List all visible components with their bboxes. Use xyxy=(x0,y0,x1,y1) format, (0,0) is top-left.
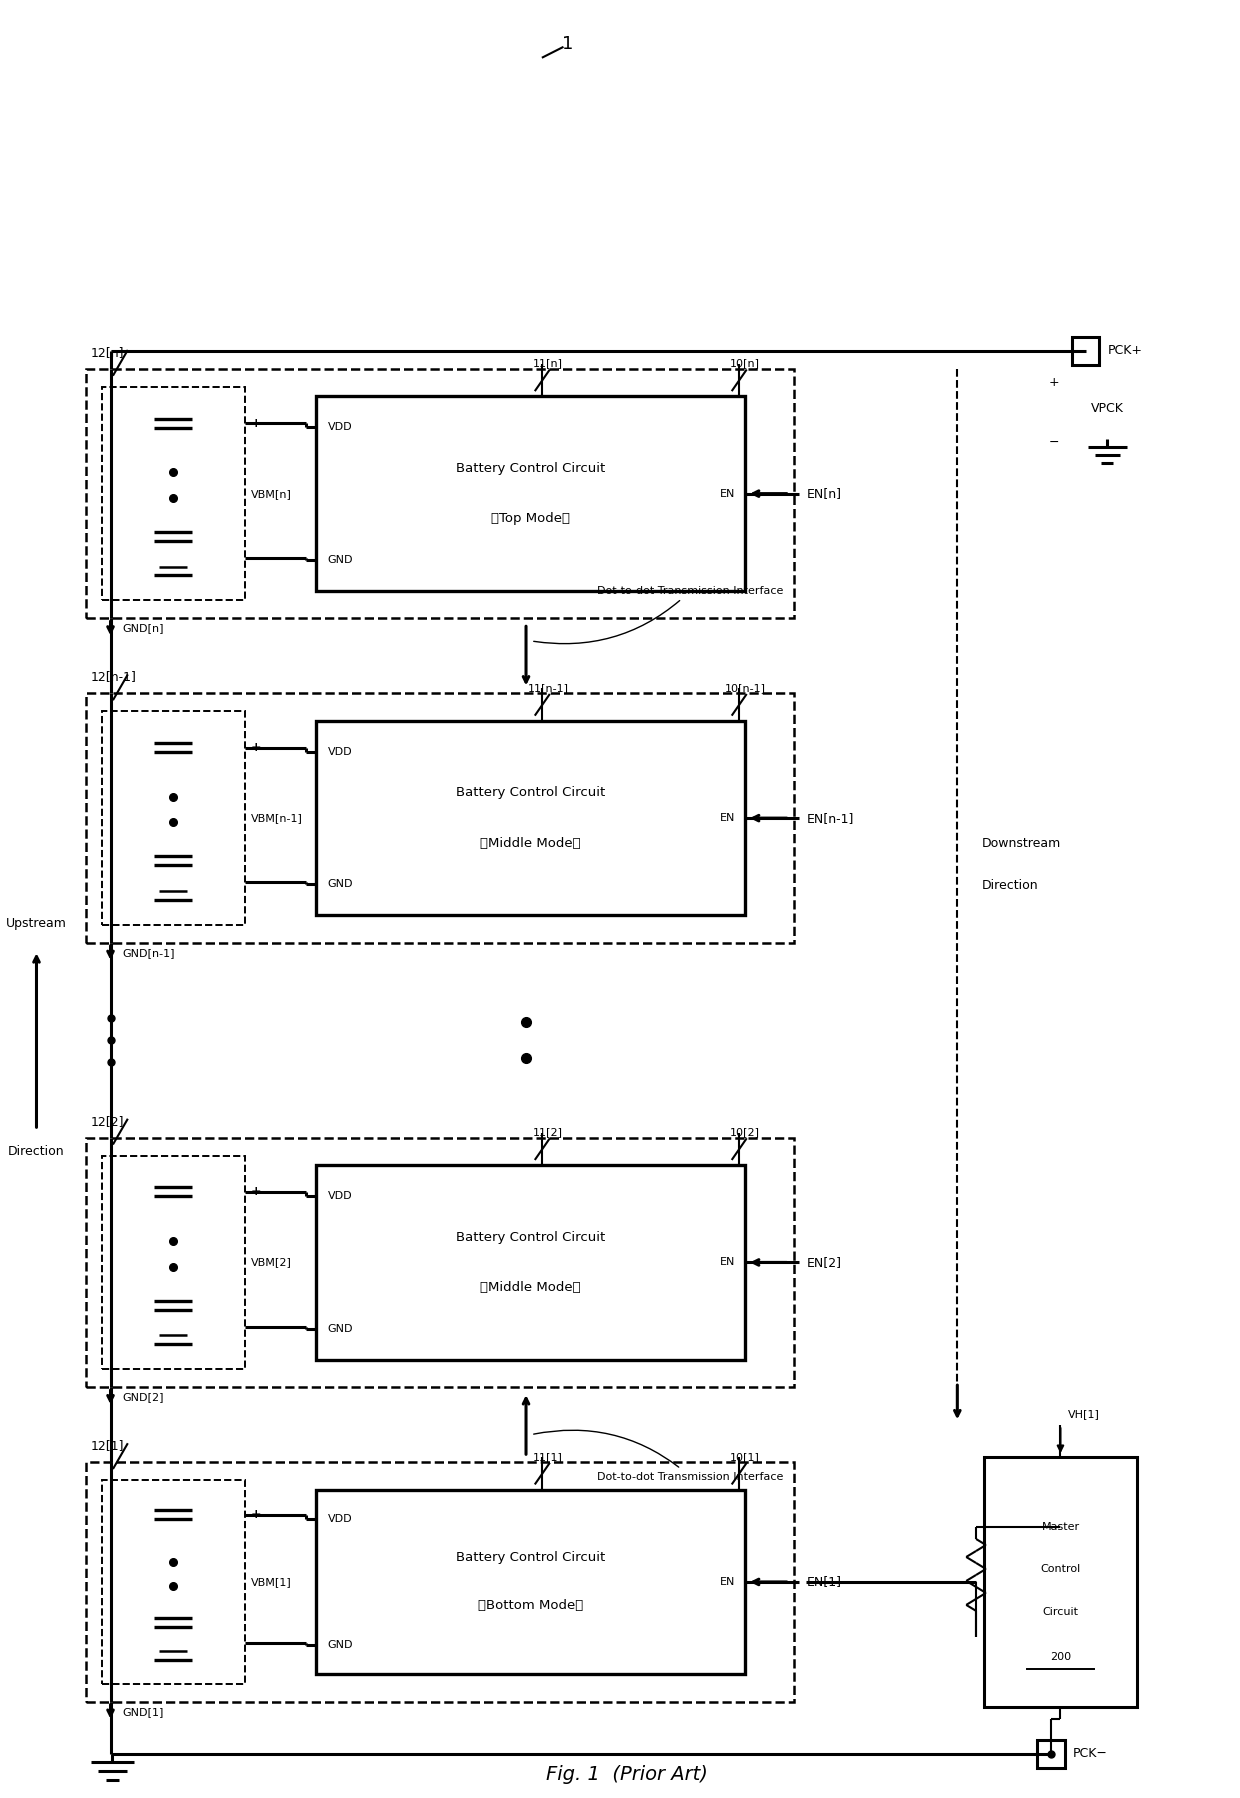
Text: GND: GND xyxy=(327,1640,353,1651)
Text: GND[n]: GND[n] xyxy=(123,624,164,633)
Text: 1: 1 xyxy=(562,36,573,54)
Text: VBM[n-1]: VBM[n-1] xyxy=(250,813,303,823)
Text: Battery Control Circuit: Battery Control Circuit xyxy=(456,1552,605,1564)
Text: +: + xyxy=(250,741,262,753)
Bar xyxy=(102,1480,244,1683)
Text: VPCK: VPCK xyxy=(1090,403,1123,415)
Text: VH[1]: VH[1] xyxy=(1069,1410,1100,1419)
Bar xyxy=(102,1156,244,1370)
Text: 11[1]: 11[1] xyxy=(533,1451,563,1462)
Text: EN: EN xyxy=(720,489,735,498)
Bar xyxy=(86,1462,795,1701)
Text: Battery Control Circuit: Battery Control Circuit xyxy=(456,462,605,475)
Text: 10[1]: 10[1] xyxy=(730,1451,760,1462)
Text: （Bottom Mode）: （Bottom Mode） xyxy=(477,1600,583,1613)
Bar xyxy=(102,387,244,601)
Text: GND[n-1]: GND[n-1] xyxy=(123,948,175,958)
Text: Direction: Direction xyxy=(9,1145,64,1158)
Text: 10[n-1]: 10[n-1] xyxy=(724,683,765,692)
Text: Downstream: Downstream xyxy=(982,836,1061,850)
Text: 12[n]: 12[n] xyxy=(91,345,124,360)
Text: Master: Master xyxy=(1042,1523,1080,1532)
Text: 12[n-1]: 12[n-1] xyxy=(91,671,136,683)
Text: +: + xyxy=(250,417,262,430)
Text: −: − xyxy=(250,1636,262,1649)
Text: Dot-to-dot Transmission Interface: Dot-to-dot Transmission Interface xyxy=(533,1429,784,1482)
Text: 12[1]: 12[1] xyxy=(91,1438,124,1453)
Text: 10[n]: 10[n] xyxy=(730,358,760,369)
Text: PCK+: PCK+ xyxy=(1107,345,1142,358)
Text: GND[1]: GND[1] xyxy=(123,1706,164,1717)
Bar xyxy=(985,1456,1137,1706)
Text: −: − xyxy=(250,1320,262,1332)
Text: Upstream: Upstream xyxy=(6,917,67,930)
Text: VDD: VDD xyxy=(327,746,352,757)
Text: +: + xyxy=(250,1509,262,1521)
Text: VBM[n]: VBM[n] xyxy=(250,489,291,498)
Bar xyxy=(86,369,795,619)
Text: GND: GND xyxy=(327,1323,353,1334)
Text: +: + xyxy=(250,1185,262,1199)
Text: （Middle Mode）: （Middle Mode） xyxy=(480,836,580,850)
Text: GND: GND xyxy=(327,556,353,565)
Text: VBM[1]: VBM[1] xyxy=(250,1577,291,1588)
Text: VDD: VDD xyxy=(327,423,352,433)
Text: 11[n]: 11[n] xyxy=(533,358,563,369)
Text: （Top Mode）: （Top Mode） xyxy=(491,512,570,525)
Text: EN: EN xyxy=(720,1577,735,1588)
Text: PCK−: PCK− xyxy=(1073,1748,1107,1760)
Text: 11[2]: 11[2] xyxy=(533,1127,563,1136)
Text: Circuit: Circuit xyxy=(1043,1607,1079,1616)
Bar xyxy=(1071,336,1100,365)
Text: −: − xyxy=(1049,437,1059,450)
Text: EN[2]: EN[2] xyxy=(806,1257,841,1269)
Text: EN[n-1]: EN[n-1] xyxy=(806,811,853,825)
Bar xyxy=(1038,1740,1065,1767)
Text: GND: GND xyxy=(327,879,353,890)
Bar xyxy=(86,694,795,942)
Text: Control: Control xyxy=(1040,1564,1080,1575)
Text: Fig. 1  (Prior Art): Fig. 1 (Prior Art) xyxy=(546,1766,708,1784)
Text: VBM[2]: VBM[2] xyxy=(250,1257,291,1268)
Text: EN: EN xyxy=(720,1257,735,1268)
Text: （Middle Mode）: （Middle Mode） xyxy=(480,1282,580,1295)
Text: 10[2]: 10[2] xyxy=(730,1127,760,1136)
Text: EN[1]: EN[1] xyxy=(806,1575,841,1588)
Text: −: − xyxy=(250,876,262,888)
Bar xyxy=(316,1489,745,1674)
Bar xyxy=(316,1165,745,1359)
Text: +: + xyxy=(1049,376,1059,390)
Text: GND[2]: GND[2] xyxy=(123,1392,164,1402)
Bar xyxy=(316,396,745,592)
Text: Dot-to-dot Transmission Interface: Dot-to-dot Transmission Interface xyxy=(533,586,784,644)
Text: VDD: VDD xyxy=(327,1514,352,1525)
Text: −: − xyxy=(250,552,262,565)
Bar xyxy=(316,721,745,915)
Text: 200: 200 xyxy=(1050,1652,1071,1661)
Bar xyxy=(86,1138,795,1388)
Text: Battery Control Circuit: Battery Control Circuit xyxy=(456,786,605,800)
Text: Battery Control Circuit: Battery Control Circuit xyxy=(456,1230,605,1244)
Text: EN[n]: EN[n] xyxy=(806,487,841,500)
Text: 11[n-1]: 11[n-1] xyxy=(528,683,569,692)
Bar xyxy=(102,712,244,924)
Text: VDD: VDD xyxy=(327,1192,352,1201)
Text: Direction: Direction xyxy=(982,879,1039,892)
Text: 12[2]: 12[2] xyxy=(91,1115,124,1127)
Text: EN: EN xyxy=(720,813,735,823)
